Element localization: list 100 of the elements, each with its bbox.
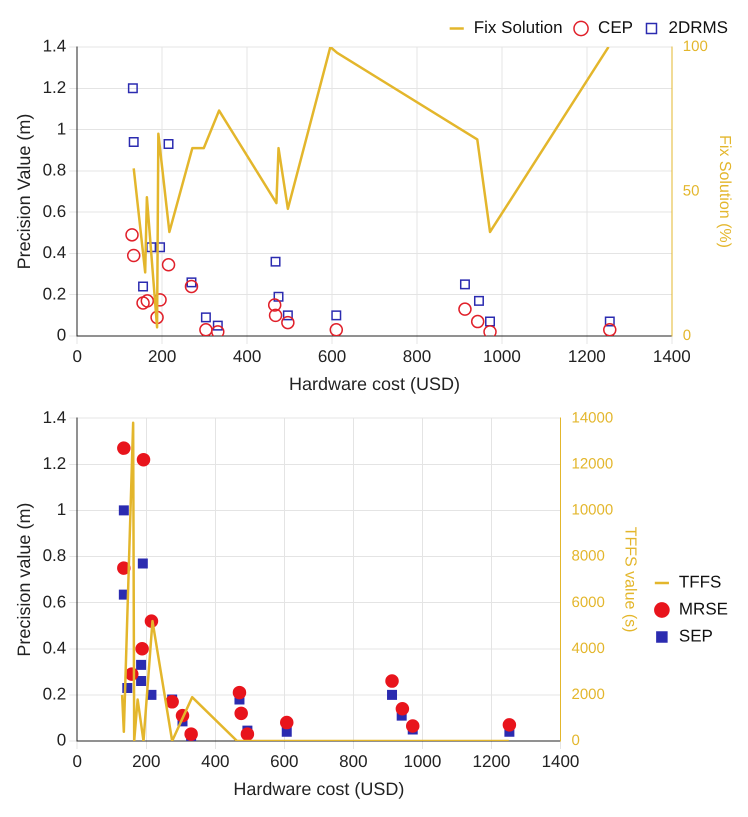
point xyxy=(483,325,497,336)
point xyxy=(234,706,248,720)
legend-label: MRSE xyxy=(678,600,728,619)
point xyxy=(128,83,138,94)
point xyxy=(117,441,131,455)
point xyxy=(240,727,254,741)
point xyxy=(136,452,150,466)
y2-axis-title: TFFS value (s) xyxy=(621,526,638,632)
y-tick-label: 0.8 xyxy=(42,160,66,180)
point xyxy=(165,695,179,709)
point xyxy=(603,323,617,336)
point xyxy=(138,558,148,568)
point xyxy=(274,292,284,302)
point xyxy=(136,676,146,686)
x-tick-label: 1200 xyxy=(568,346,606,366)
y2-tick-label: 12000 xyxy=(571,455,614,472)
point xyxy=(604,316,615,327)
y2-tick-label: 6000 xyxy=(571,594,605,611)
point xyxy=(458,302,472,316)
y2-axis-title: Fix Solution (%) xyxy=(716,135,733,248)
x-tick-label: 1000 xyxy=(482,346,521,366)
point xyxy=(331,310,342,320)
point xyxy=(184,727,198,741)
y-tick-label: 1.2 xyxy=(42,78,66,97)
point xyxy=(135,642,149,656)
y2-tick-label: 100 xyxy=(682,38,708,56)
x-tick-label: 600 xyxy=(318,346,346,366)
y-tick-label: 1 xyxy=(56,119,66,138)
point xyxy=(396,702,410,716)
point xyxy=(232,686,246,700)
point xyxy=(330,323,344,336)
point xyxy=(164,139,174,150)
y-tick-label: 0 xyxy=(56,326,66,345)
x-tick-label: 800 xyxy=(339,752,368,771)
point xyxy=(280,716,294,730)
y2-tick-label: 2000 xyxy=(571,686,605,704)
point xyxy=(140,294,154,308)
point xyxy=(282,310,293,320)
point xyxy=(155,242,166,252)
point xyxy=(385,674,399,688)
point xyxy=(150,310,164,324)
y2-tick-label: 4000 xyxy=(571,640,605,657)
legend-label: Fix Solution xyxy=(474,18,563,38)
y-axis-title: Precision value (m) xyxy=(14,502,34,657)
y2-tick-label: 10000 xyxy=(571,502,614,519)
point xyxy=(502,718,516,732)
y-tick-label: 0.6 xyxy=(42,202,66,221)
point xyxy=(485,316,496,327)
point xyxy=(126,248,140,262)
x-tick-label: 1200 xyxy=(472,752,510,771)
y2-tick-label: 0 xyxy=(682,327,692,344)
y-tick-label: 1.4 xyxy=(42,36,66,56)
point xyxy=(136,660,146,670)
x-tick-label: 400 xyxy=(232,346,262,366)
point xyxy=(270,256,281,267)
point xyxy=(118,505,129,516)
x-tick-label: 200 xyxy=(132,752,160,771)
y-tick-label: 0.4 xyxy=(42,243,66,262)
x-tick-label: 0 xyxy=(72,752,82,771)
y2-tick-label: 8000 xyxy=(571,548,605,565)
point xyxy=(474,296,484,306)
point xyxy=(281,316,295,330)
point xyxy=(136,296,150,310)
point xyxy=(211,325,225,336)
point xyxy=(387,690,398,700)
point xyxy=(268,308,282,322)
x-tick-label: 1400 xyxy=(542,752,580,771)
point xyxy=(146,242,156,252)
y2-tick-label: 50 xyxy=(682,182,700,200)
legend-label: CEP xyxy=(598,18,634,38)
x-tick-label: 600 xyxy=(270,752,299,771)
point xyxy=(184,280,198,294)
y-axis-title: Precision Value (m) xyxy=(14,114,34,270)
legend-label: SEP xyxy=(678,626,713,646)
point xyxy=(406,719,420,733)
point xyxy=(162,258,176,272)
point xyxy=(125,228,139,242)
y-tick-label: 1 xyxy=(56,500,66,520)
point xyxy=(460,279,470,290)
x-tick-label: 1000 xyxy=(403,752,442,771)
legend-label: 2DRMS xyxy=(668,18,728,38)
point xyxy=(200,312,211,322)
x-tick-label: 800 xyxy=(402,346,432,366)
x-axis-title: Hardware cost (USD) xyxy=(288,374,460,394)
x-tick-label: 200 xyxy=(148,346,176,366)
y-tick-label: 0 xyxy=(56,730,66,750)
y-tick-label: 1.4 xyxy=(42,408,66,427)
x-tick-label: 0 xyxy=(72,346,82,366)
point xyxy=(138,281,148,292)
point xyxy=(470,314,484,328)
point xyxy=(128,136,139,147)
legend-label: TFFS xyxy=(678,572,722,592)
y-tick-label: 0.4 xyxy=(42,638,66,658)
y2-tick-label: 14000 xyxy=(571,409,614,426)
point xyxy=(199,323,213,336)
y-tick-label: 0.8 xyxy=(42,546,66,566)
y-tick-label: 0.2 xyxy=(42,284,66,304)
y-tick-label: 0.2 xyxy=(42,684,66,704)
y2-tick-label: 0 xyxy=(571,732,580,750)
y-tick-label: 1.2 xyxy=(42,454,66,473)
